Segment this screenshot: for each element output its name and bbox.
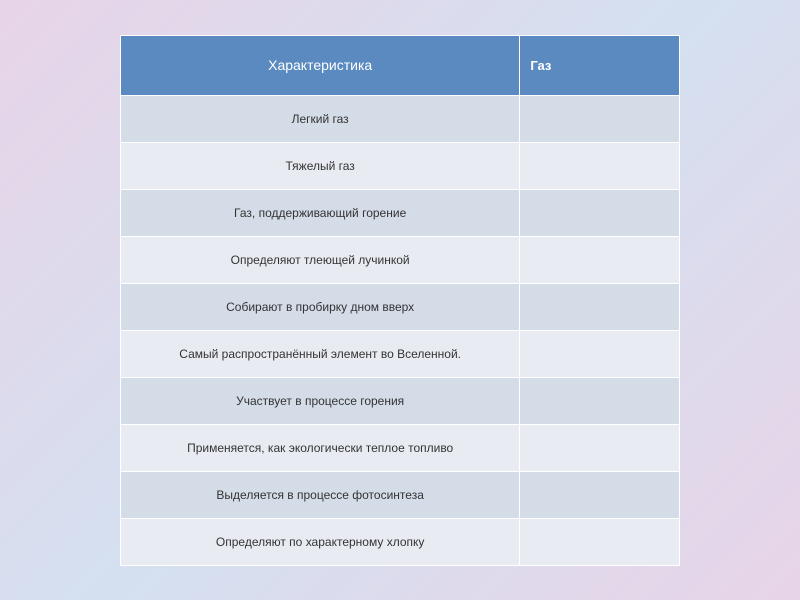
gas-cell [520,236,680,283]
table-row: Участвует в процессе горения [121,377,680,424]
characteristics-table: Характеристика Газ Легкий газ Тяжелый га… [120,35,680,566]
table-header-row: Характеристика Газ [121,35,680,95]
gas-cell [520,189,680,236]
table-row: Выделяется в процессе фотосинтеза [121,471,680,518]
table-row: Применяется, как экологически теплое топ… [121,424,680,471]
characteristic-cell: Самый распространённый элемент во Вселен… [121,330,520,377]
table-row: Легкий газ [121,95,680,142]
table-row: Определяют тлеющей лучинкой [121,236,680,283]
gas-cell [520,95,680,142]
characteristic-cell: Газ, поддерживающий горение [121,189,520,236]
characteristic-cell: Легкий газ [121,95,520,142]
characteristic-cell: Выделяется в процессе фотосинтеза [121,471,520,518]
gas-cell [520,471,680,518]
table-row: Газ, поддерживающий горение [121,189,680,236]
characteristic-cell: Применяется, как экологически теплое топ… [121,424,520,471]
characteristic-cell: Участвует в процессе горения [121,377,520,424]
table-row: Определяют по характерному хлопку [121,518,680,565]
header-characteristic: Характеристика [121,35,520,95]
table-row: Собирают в пробирку дном вверх [121,283,680,330]
characteristic-cell: Тяжелый газ [121,142,520,189]
gas-cell [520,518,680,565]
header-gas: Газ [520,35,680,95]
characteristic-cell: Собирают в пробирку дном вверх [121,283,520,330]
gas-cell [520,424,680,471]
table-row: Самый распространённый элемент во Вселен… [121,330,680,377]
table-row: Тяжелый газ [121,142,680,189]
gas-cell [520,377,680,424]
gas-cell [520,142,680,189]
gas-cell [520,330,680,377]
characteristic-cell: Определяют тлеющей лучинкой [121,236,520,283]
characteristic-cell: Определяют по характерному хлопку [121,518,520,565]
gas-cell [520,283,680,330]
